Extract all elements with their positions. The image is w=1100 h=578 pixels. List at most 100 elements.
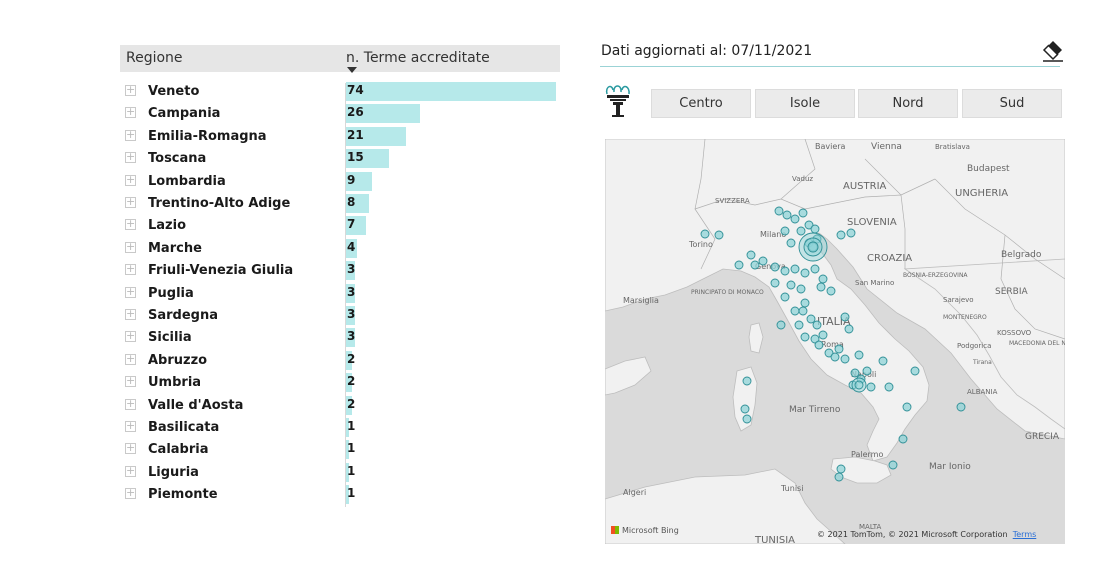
map-point[interactable] (846, 228, 856, 238)
map-point[interactable] (734, 260, 744, 270)
map-point[interactable] (840, 354, 850, 364)
map-point[interactable] (790, 214, 800, 224)
map-point[interactable] (800, 268, 810, 278)
map-point[interactable] (742, 376, 752, 386)
map-point[interactable] (796, 284, 806, 294)
expand-icon[interactable]: + (125, 396, 136, 410)
expand-icon[interactable]: + (125, 105, 136, 119)
expand-icon[interactable]: + (125, 307, 136, 320)
map-point[interactable] (700, 229, 710, 239)
map-point[interactable] (810, 334, 820, 344)
expand-icon[interactable]: + (125, 419, 136, 432)
map-point[interactable] (800, 332, 810, 342)
map-point[interactable] (836, 230, 846, 240)
map-point[interactable] (818, 330, 828, 340)
map-point[interactable] (714, 230, 724, 240)
map-point[interactable] (834, 344, 844, 354)
map-point[interactable] (782, 210, 792, 220)
map-point[interactable] (810, 224, 820, 234)
map-point[interactable] (786, 238, 796, 248)
expand-icon[interactable]: + (125, 127, 136, 141)
map-point-cluster[interactable] (807, 241, 819, 253)
map-point-cluster[interactable] (803, 237, 823, 257)
table-row[interactable]: + Umbria 2 (120, 372, 560, 394)
slicer-nord[interactable]: Nord (858, 89, 958, 118)
expand-icon[interactable]: + (125, 217, 136, 231)
table-row[interactable]: + Liguria 1 (120, 462, 560, 484)
map-point[interactable] (810, 264, 820, 274)
map-point[interactable] (796, 226, 806, 236)
map-point[interactable] (804, 220, 814, 230)
table-row[interactable]: + Valle d'Aosta 2 (120, 395, 560, 417)
map-point[interactable] (834, 472, 844, 482)
map-point[interactable] (794, 320, 804, 330)
map-point[interactable] (956, 402, 966, 412)
map-point[interactable] (740, 404, 750, 414)
table-row[interactable]: + Emilia-Romagna 21 (120, 126, 560, 148)
map-point[interactable] (884, 382, 894, 392)
map-point[interactable] (806, 314, 816, 324)
sort-desc-icon[interactable] (347, 67, 357, 73)
map-points-layer[interactable] (700, 206, 966, 482)
map-point[interactable] (776, 320, 786, 330)
map-point[interactable] (888, 460, 898, 470)
expand-icon[interactable]: + (125, 284, 136, 298)
table-row[interactable]: + Lazio 7 (120, 215, 560, 237)
map-point[interactable] (786, 280, 796, 290)
expand-icon[interactable]: + (125, 262, 136, 276)
table-row[interactable]: + Friuli-Venezia Giulia 3 (120, 260, 560, 282)
map-point[interactable] (866, 382, 876, 392)
header-regione[interactable]: Regione (126, 50, 183, 66)
eraser-icon[interactable] (1040, 37, 1066, 63)
map-point[interactable] (770, 262, 780, 272)
map-point-cluster[interactable] (798, 232, 828, 262)
map-point[interactable] (910, 366, 920, 376)
map-point[interactable] (818, 274, 828, 284)
map-point[interactable] (816, 282, 826, 292)
table-row[interactable]: + Toscana 15 (120, 148, 560, 170)
map-point[interactable] (862, 366, 872, 376)
map-point[interactable] (774, 206, 784, 216)
expand-icon[interactable]: + (125, 374, 136, 388)
expand-icon[interactable]: + (125, 351, 136, 365)
map-point[interactable] (854, 350, 864, 360)
map-point[interactable] (824, 348, 834, 358)
expand-icon[interactable]: + (125, 441, 136, 455)
map-point[interactable] (808, 242, 818, 252)
map-point[interactable] (850, 368, 860, 378)
slicer-sud[interactable]: Sud (962, 89, 1062, 118)
map-point[interactable] (780, 226, 790, 236)
table-row[interactable]: + Abruzzo 2 (120, 350, 560, 372)
table-row[interactable]: + Calabria 1 (120, 439, 560, 461)
map-point[interactable] (750, 260, 760, 270)
map-point[interactable] (780, 266, 790, 276)
map-point[interactable] (826, 286, 836, 296)
map-point[interactable] (746, 250, 756, 260)
italy-map[interactable]: Baviera Vienna Bratislava Budapest AUSTRIA UN… (605, 139, 1065, 544)
map-point[interactable] (840, 312, 850, 322)
map-point[interactable] (814, 340, 824, 350)
map-point-cluster[interactable] (854, 380, 864, 390)
expand-icon[interactable]: + (125, 239, 136, 253)
map-point[interactable] (780, 292, 790, 302)
map-point[interactable] (836, 464, 846, 474)
map-point[interactable] (770, 278, 780, 288)
slicer-centro[interactable]: Centro (651, 89, 751, 118)
slicer-isole[interactable]: Isole (755, 89, 855, 118)
map-point[interactable] (798, 208, 808, 218)
table-row[interactable]: + Marche 4 (120, 238, 560, 260)
map-point[interactable] (898, 434, 908, 444)
table-row[interactable]: + Sicilia 3 (120, 327, 560, 349)
expand-icon[interactable]: + (125, 83, 136, 96)
expand-icon[interactable]: + (125, 150, 136, 164)
table-row[interactable]: + Veneto 74 (120, 81, 560, 103)
header-terme-count[interactable]: n. Terme accreditate (346, 50, 490, 66)
expand-icon[interactable]: + (125, 463, 136, 477)
expand-icon[interactable]: + (125, 172, 136, 186)
table-row[interactable]: + Campania 26 (120, 103, 560, 125)
map-point[interactable] (758, 256, 768, 266)
table-row[interactable]: + Sardegna 3 (120, 305, 560, 327)
table-row[interactable]: + Lombardia 9 (120, 171, 560, 193)
map-point[interactable] (798, 306, 808, 316)
map-point[interactable] (742, 414, 752, 424)
